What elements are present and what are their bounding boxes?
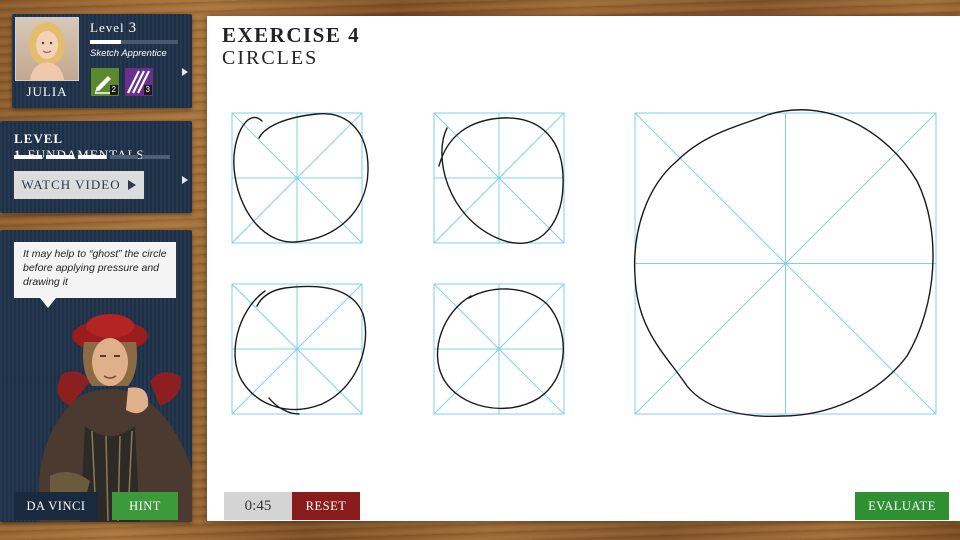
pen-badge[interactable]: 2 [91, 68, 119, 96]
level-progress-fill [90, 40, 121, 44]
da-vinci-button[interactable]: DA VINCI [14, 492, 98, 520]
timer: 0:45 [224, 492, 292, 520]
level-progress-bar [90, 40, 178, 44]
lesson-level: LEVEL 1 [14, 131, 63, 162]
drawn-circle-3-tail [268, 397, 300, 415]
level-indicator: Level 3 [90, 20, 137, 37]
avatar-image [29, 22, 65, 80]
lesson-progress [14, 155, 170, 159]
expand-arrow-icon[interactable] [182, 176, 188, 184]
guide-box-5 [634, 112, 937, 415]
lesson-panel[interactable]: LEVEL 1FUNDAMENTALS WATCH VIDEO [0, 121, 192, 213]
progress-segment [110, 155, 138, 159]
progress-segment [142, 155, 170, 159]
guide-grid [231, 112, 937, 415]
play-icon [127, 180, 136, 190]
hint-bubble: It may help to “ghost” the circle before… [14, 242, 176, 298]
progress-segment [46, 155, 74, 159]
hatching-icon [127, 70, 150, 94]
evaluate-button[interactable]: EVALUATE [855, 492, 949, 520]
profile-panel[interactable]: JULIA Level 3 Sketch Apprentice 2 3 [12, 14, 192, 108]
watch-video-button[interactable]: WATCH VIDEO [14, 171, 144, 199]
progress-segment [14, 155, 42, 159]
user-title: Sketch Apprentice [90, 48, 167, 59]
user-strokes [233, 109, 934, 418]
progress-segment [78, 155, 106, 159]
watch-video-label: WATCH VIDEO [21, 177, 121, 192]
drawn-circle-1 [233, 113, 369, 243]
level-label: Level [90, 20, 125, 35]
hint-button[interactable]: HINT [112, 492, 178, 520]
drawn-circle-2 [438, 117, 564, 244]
da-vinci-portrait [38, 314, 192, 522]
drawing-canvas[interactable]: EXERCISE 4 CIRCLES 0:45 RESET EVALUATE [207, 16, 960, 521]
hint-bubble-tail [40, 298, 56, 308]
hatching-badge[interactable]: 3 [125, 68, 153, 96]
drawn-circle-4 [436, 288, 564, 410]
reset-button[interactable]: RESET [292, 492, 360, 520]
exercise-subtitle: CIRCLES [222, 47, 319, 69]
avatar [15, 17, 79, 81]
expand-arrow-icon[interactable] [182, 68, 188, 76]
user-name: JULIA [26, 84, 68, 99]
hatching-badge-count: 3 [143, 85, 152, 95]
pen-badge-count: 2 [109, 85, 118, 95]
drawing-area[interactable] [207, 16, 960, 521]
level-number: 3 [128, 20, 138, 36]
drawn-circle-3 [234, 285, 367, 411]
pen-icon [95, 76, 111, 94]
guide-box-2 [433, 112, 565, 244]
exercise-title: EXERCISE 4 [222, 23, 361, 47]
mentor-panel: It may help to “ghost” the circle before… [0, 230, 192, 522]
drawn-circle-big [633, 109, 934, 418]
